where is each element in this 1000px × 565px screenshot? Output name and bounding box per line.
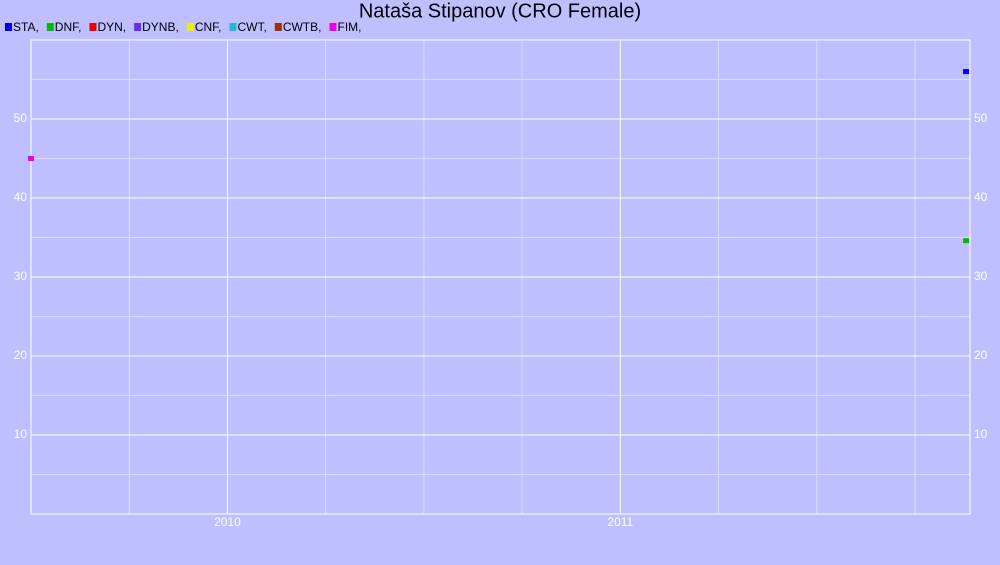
legend-label: CNF, — [195, 20, 222, 34]
legend-label: DNF, — [55, 20, 82, 34]
legend-swatch — [229, 23, 237, 31]
chart-title: Nataša Stipanov (CRO Female) — [359, 0, 641, 22]
x-tick-label: 2011 — [607, 515, 633, 529]
x-tick-label: 2010 — [214, 515, 241, 529]
y-tick-label: 20 — [14, 348, 28, 362]
y-tick-label: 10 — [14, 427, 28, 441]
y2-tick-label: 30 — [974, 269, 988, 283]
y-tick-label: 40 — [14, 190, 28, 204]
plot-frame — [30, 39, 971, 515]
y2-tick-label: 10 — [974, 427, 988, 441]
legend-swatch — [274, 23, 282, 31]
legend-label: CWT, — [237, 20, 266, 34]
y2-tick-label: 20 — [974, 348, 988, 362]
point — [28, 156, 34, 161]
legend-label: DYNB, — [142, 20, 179, 34]
legend-swatch — [46, 23, 54, 31]
y2-tick-label: 40 — [974, 190, 988, 204]
legend-label: STA, — [13, 20, 39, 34]
legend-swatch — [5, 23, 12, 31]
y2-tick-label: 50 — [974, 111, 988, 125]
legend-label: DYN, — [97, 20, 126, 34]
y-tick-label: 30 — [14, 269, 28, 283]
point — [963, 69, 970, 75]
legend-swatch — [89, 23, 97, 31]
legend-swatch — [186, 23, 194, 31]
legend-label: CWTB, — [283, 20, 322, 34]
point — [963, 238, 970, 244]
legend-label: FIM, — [337, 20, 361, 34]
y-tick-label: 50 — [14, 111, 28, 125]
legend-swatch — [329, 23, 337, 31]
legend-swatch — [134, 23, 142, 31]
